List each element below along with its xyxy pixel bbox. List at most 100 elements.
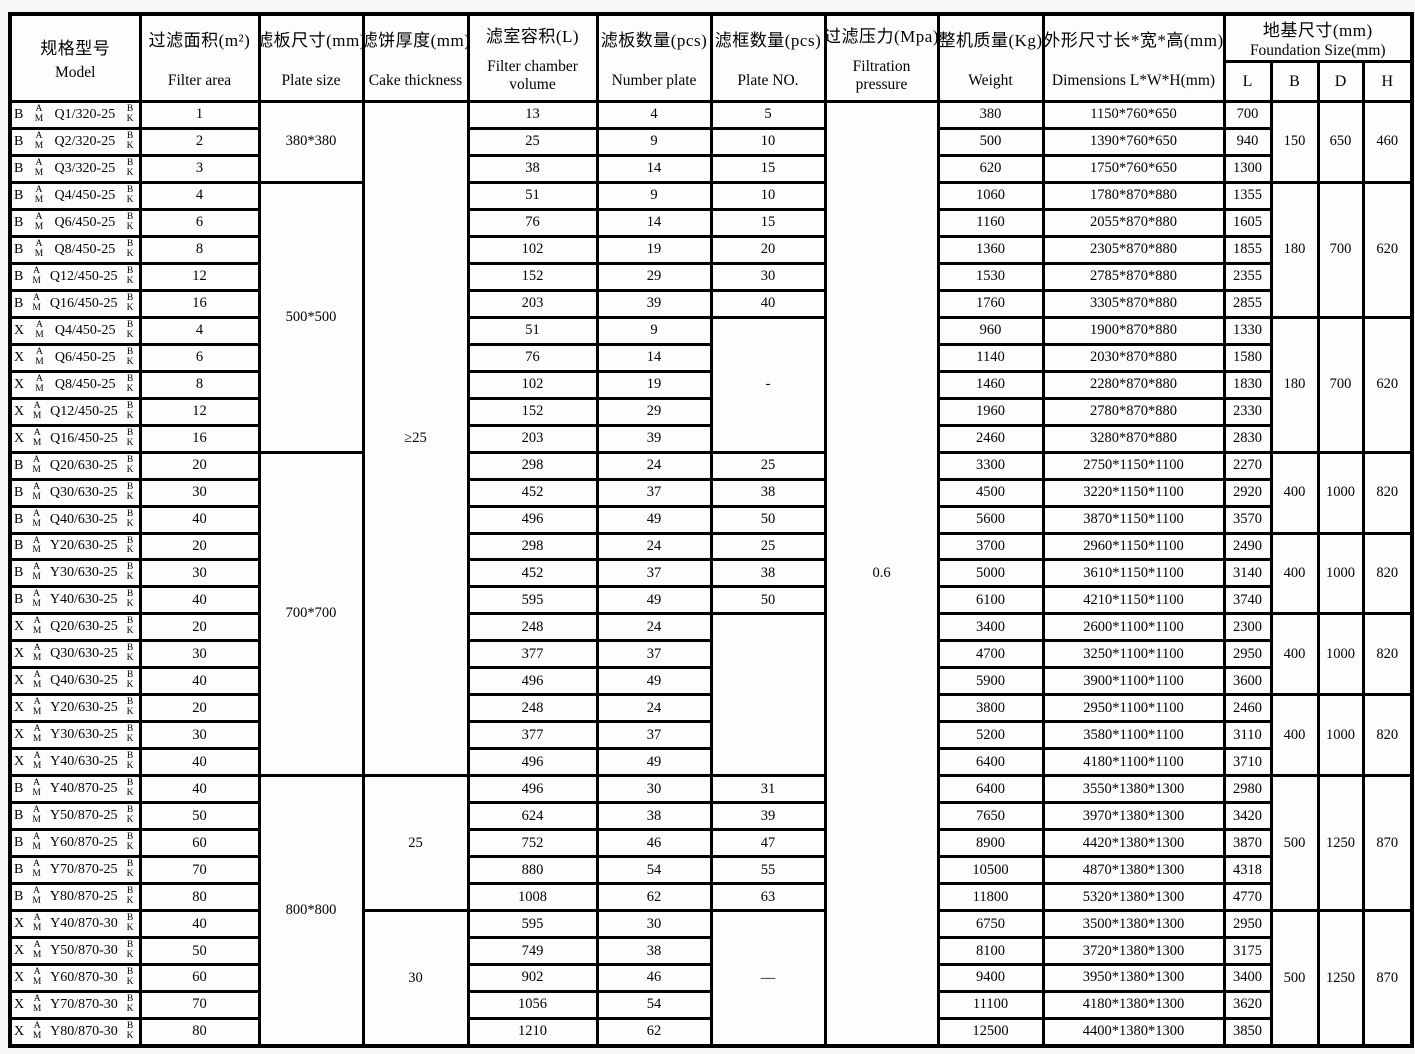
chamber-volume-cell: 496 (466, 774, 599, 805)
model-cell: B A M Q4/450-25 B K (8, 180, 142, 211)
weight-cell: 1460 (936, 369, 1045, 400)
foundation-l-cell: 3740 (1222, 585, 1273, 616)
dimensions-cell: 1780*870*880 (1041, 180, 1226, 211)
weight-cell: 8100 (936, 936, 1045, 966)
chamber-volume-cell: 25 (466, 126, 599, 157)
frame-count-cell: 25 (709, 531, 827, 562)
model-code: Y70/870-30 (50, 996, 118, 1012)
model-code: Q16/450-25 (50, 430, 118, 446)
foundation-d-cell: 1250 (1316, 909, 1365, 1048)
dimensions-cell: 3580*1100*1100 (1041, 720, 1226, 751)
plate-count-cell: 37 (595, 477, 713, 508)
model-prefix: X (14, 969, 25, 985)
model-cell: B A M Q3/320-25 B K (8, 153, 142, 184)
table-row: X A M Q8/450-25 B K 8 102 19 1460 2280*870*880 1830 (8, 369, 1412, 400)
model-cell: B A M Q1/320-25 B K (8, 100, 142, 130)
table-row: X A M Y70/870-30 B K 70 1056 54 11100 4180*1380*13… (8, 989, 1412, 1020)
col-header-foundation: 地基尺寸(mm) Foundation Size(mm) (1222, 12, 1414, 63)
plate-count-cell: 9 (595, 126, 713, 157)
model-cell: B A M Y80/870-25 B K (8, 882, 142, 913)
frame-count-cell: 20 (709, 234, 827, 265)
weight-cell: 8900 (936, 828, 1045, 859)
dimensions-cell: 2950*1100*1100 (1041, 693, 1226, 724)
foundation-b-cell: 400 (1269, 612, 1320, 697)
dimensions-cell: 5320*1380*1300 (1041, 882, 1226, 913)
chamber-volume-cell: 152 (466, 261, 599, 292)
table-row: B A M Q12/450-25 B K 12 152 29 30 1530 2785*870*880… (8, 261, 1412, 292)
col-header-model: 规格型号 Model (8, 12, 142, 103)
pressure-cell: 0.6 (823, 100, 940, 1048)
model-code: Q2/320-25 (54, 133, 116, 149)
col-header-foundation-l: L (1222, 60, 1273, 103)
filter-area-cell: 2 (138, 126, 261, 157)
model-code: Q30/630-25 (50, 646, 118, 662)
foundation-b-cell: 400 (1269, 531, 1320, 616)
header-row-main: 规格型号 Model 过滤面积(m²) Filter area 滤板尺寸(mm) Pl… (8, 12, 1414, 103)
foundation-l-cell: 1355 (1222, 180, 1273, 211)
model-prefix: B (14, 268, 24, 284)
foundation-l-cell: 2830 (1222, 423, 1273, 454)
filter-area-cell: 8 (138, 234, 261, 265)
model-prefix: X (14, 403, 25, 419)
model-cell: B A M Q8/450-25 B K (8, 234, 142, 265)
frame-count-cell: 10 (709, 180, 827, 211)
model-code: Q6/450-25 (54, 214, 116, 230)
plate-count-cell: 54 (595, 855, 713, 886)
col-header-plate-size: 滤板尺寸(mm) Plate size (257, 12, 365, 103)
model-code: Y30/630-25 (49, 565, 118, 581)
dimensions-cell: 3250*1100*1100 (1041, 639, 1226, 670)
weight-cell: 4500 (936, 477, 1045, 508)
foundation-l-cell: 2950 (1222, 639, 1273, 670)
plate-count-cell: 9 (595, 180, 713, 211)
foundation-l-cell: 2330 (1222, 396, 1273, 427)
plate-size-cell: 800*800 (257, 774, 365, 1048)
foundation-d-cell: 700 (1316, 180, 1365, 319)
model-prefix: X (14, 996, 25, 1012)
foundation-h-cell: 460 (1361, 100, 1414, 184)
model-prefix: X (14, 646, 25, 662)
cake-thickness-cell: 25 (361, 774, 470, 913)
table-row: X A M Q40/630-25 B K 40 496 49 5900 3900*1100*1100… (8, 666, 1412, 697)
weight-cell: 960 (936, 315, 1045, 346)
model-code: Q30/630-25 (49, 484, 118, 500)
model-prefix: X (14, 727, 25, 743)
weight-cell: 10500 (936, 855, 1045, 886)
table-row: B A M Q4/450-25 B K 4 500*500 51 9 10 1060 1780*870*… (8, 180, 1414, 454)
filter-area-cell: 70 (138, 855, 261, 886)
chamber-volume-cell: 452 (466, 558, 599, 589)
foundation-h-cell: 870 (1361, 909, 1414, 1048)
filter-area-cell: 80 (138, 882, 261, 913)
chamber-volume-cell: 248 (466, 693, 599, 724)
weight-cell: 7650 (936, 801, 1045, 832)
model-prefix: B (14, 295, 24, 311)
chamber-volume-cell: 102 (466, 369, 599, 400)
table-row: B A M Q3/320-25 B K 3 38 14 15 620 1750*760*650 1300 (8, 153, 1412, 184)
table-row: B A M Q6/450-25 B K 6 76 14 15 1160 2055*870*880 160… (8, 207, 1412, 238)
foundation-l-cell: 1330 (1222, 315, 1273, 346)
chamber-volume-cell: 76 (466, 207, 599, 238)
model-prefix: B (14, 187, 24, 203)
table-row: X A M Y20/630-25 B K 20 248 24 3800 2950*1100*1100… (8, 693, 1414, 778)
model-code: Q12/450-25 (50, 403, 118, 419)
